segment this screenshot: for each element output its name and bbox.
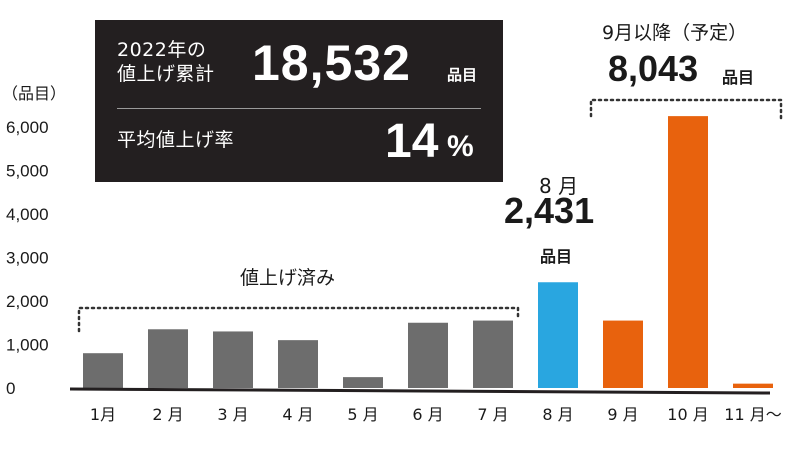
bar-4 (278, 340, 318, 388)
done-label: 値上げ済み (240, 267, 336, 289)
total-label-line2: 値上げ累計 (117, 63, 215, 85)
rate-unit: % (447, 130, 474, 163)
planned-bracket (589, 98, 783, 120)
aug-value: 2,431 (504, 190, 595, 231)
planned-unit: 品目 (722, 68, 755, 87)
bar-2 (148, 329, 188, 388)
bar-7 (473, 320, 513, 388)
x-tick-label: 5 月 (347, 405, 378, 424)
rate-value: 14 (385, 115, 439, 168)
bar-8 (538, 282, 578, 388)
total-label: 2022年の 値上げ累計 (117, 38, 215, 86)
y-tick-label: 2,000 (6, 292, 49, 311)
x-axis-baseline (69, 387, 771, 395)
planned-value: 8,043 (608, 48, 699, 89)
x-tick-label: 7 月 (477, 405, 508, 424)
aug-month-label: 8 月 (539, 174, 579, 198)
summary-box: 2022年の 値上げ累計 18,532 品目 平均値上げ率 14 % (95, 20, 503, 182)
bar-9 (603, 320, 643, 388)
summary-divider (117, 108, 481, 109)
done-bracket (77, 306, 520, 333)
x-tick-label: 4 月 (282, 405, 313, 424)
y-axis-label: （品目） (2, 84, 67, 103)
bar-1 (83, 353, 123, 388)
x-tick-label: 1月 (90, 405, 116, 424)
x-tick-label: 6 月 (412, 405, 443, 424)
bar-10 (668, 116, 708, 388)
bar-6 (408, 322, 448, 388)
x-tick-label: 3 月 (217, 405, 248, 424)
total-label-line1: 2022年の (117, 39, 207, 61)
bar-11 (733, 383, 773, 388)
x-tick-label: 2 月 (152, 405, 183, 424)
total-value: 18,532 (252, 35, 411, 91)
planned-label: 9月以降（予定） (602, 22, 748, 44)
y-tick-label: 5,000 (6, 162, 49, 181)
aug-unit: 品目 (540, 247, 573, 266)
bar-3 (213, 331, 253, 388)
x-tick-label: 11 月〜 (724, 405, 781, 424)
total-unit: 品目 (447, 66, 478, 84)
y-tick-label: 1,000 (6, 336, 49, 355)
x-tick-label: 8 月 (542, 405, 573, 424)
y-tick-label: 0 (6, 379, 15, 398)
x-tick-label: 9 月 (607, 405, 638, 424)
y-tick-label: 4,000 (6, 205, 49, 224)
x-tick-label: 10 月 (667, 405, 708, 424)
bar-5 (343, 377, 383, 388)
y-tick-label: 6,000 (6, 118, 49, 137)
rate-label: 平均値上げ率 (117, 129, 235, 151)
y-tick-label: 3,000 (6, 249, 49, 268)
